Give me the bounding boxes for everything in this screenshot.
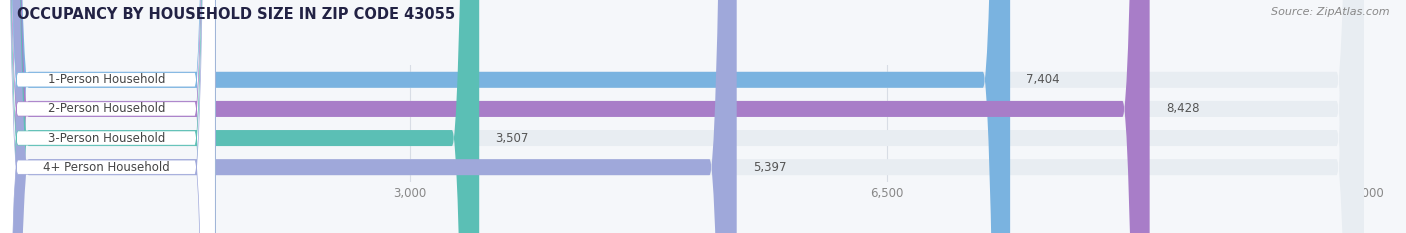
Text: OCCUPANCY BY HOUSEHOLD SIZE IN ZIP CODE 43055: OCCUPANCY BY HOUSEHOLD SIZE IN ZIP CODE …: [17, 7, 456, 22]
Text: 2-Person Household: 2-Person Household: [48, 103, 165, 115]
FancyBboxPatch shape: [1, 0, 1010, 233]
Text: 1-Person Household: 1-Person Household: [48, 73, 165, 86]
FancyBboxPatch shape: [0, 0, 215, 233]
Text: 3-Person Household: 3-Person Household: [48, 132, 165, 144]
FancyBboxPatch shape: [1, 0, 1364, 233]
FancyBboxPatch shape: [0, 0, 215, 233]
FancyBboxPatch shape: [0, 0, 215, 233]
FancyBboxPatch shape: [1, 0, 737, 233]
FancyBboxPatch shape: [1, 0, 479, 233]
Text: Source: ZipAtlas.com: Source: ZipAtlas.com: [1271, 7, 1389, 17]
FancyBboxPatch shape: [1, 0, 1150, 233]
FancyBboxPatch shape: [1, 0, 1364, 233]
Text: 7,404: 7,404: [1026, 73, 1060, 86]
FancyBboxPatch shape: [0, 0, 215, 233]
Text: 8,428: 8,428: [1166, 103, 1199, 115]
FancyBboxPatch shape: [1, 0, 1364, 233]
Text: 3,507: 3,507: [495, 132, 529, 144]
Text: 5,397: 5,397: [754, 161, 786, 174]
Text: 4+ Person Household: 4+ Person Household: [44, 161, 170, 174]
FancyBboxPatch shape: [1, 0, 1364, 233]
